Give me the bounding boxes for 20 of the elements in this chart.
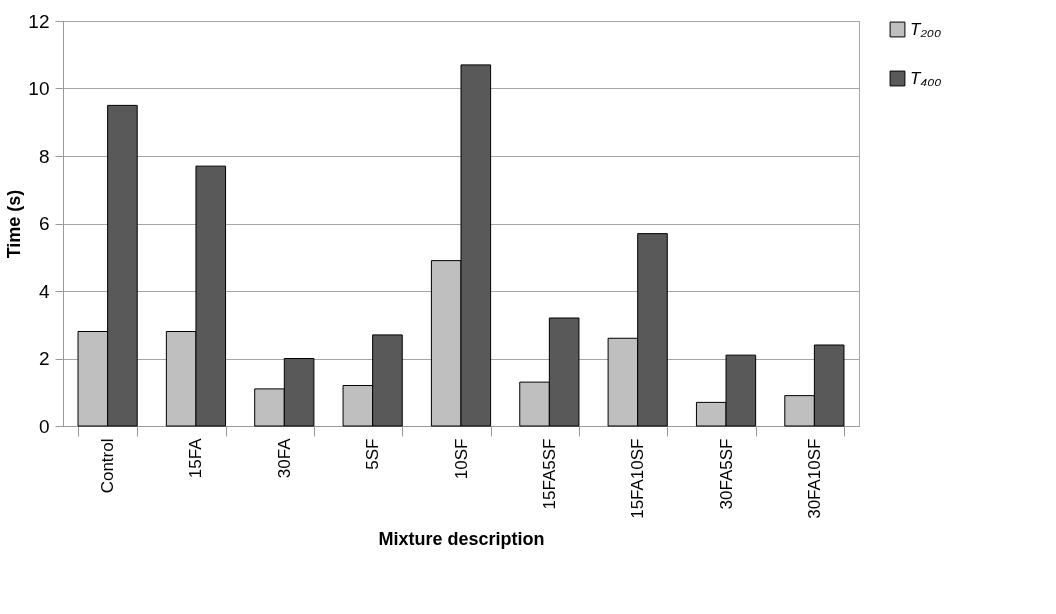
y-tick-label: 0 <box>38 415 50 437</box>
y-axis-title: Time (s) <box>4 189 25 259</box>
y-tick-label: 12 <box>28 10 50 32</box>
x-tick-label: Control <box>98 438 118 494</box>
x-axis-title: Mixture description <box>378 528 545 549</box>
x-tick-label: 15FA5SF <box>539 438 559 510</box>
legend-label: T₄₀₀ <box>910 68 942 88</box>
x-tick-label: 30FA <box>274 437 294 479</box>
x-tick-label: 30FA10SF <box>804 438 824 519</box>
y-tick-label: 4 <box>38 280 50 302</box>
x-tick-label: 15FA10SF <box>628 438 648 519</box>
y-tick-label: 2 <box>38 348 50 369</box>
x-tick-label: 5SF <box>363 438 383 470</box>
y-tick-label: 10 <box>28 78 50 99</box>
x-tick-label: 10SF <box>451 438 471 480</box>
x-tick-label: 15FA <box>186 437 206 479</box>
x-tick-label: 30FA5SF <box>716 438 736 510</box>
y-tick-label: 6 <box>38 213 50 234</box>
y-tick-label: 8 <box>38 145 50 167</box>
legend-label: T₂₀₀ <box>910 19 942 39</box>
